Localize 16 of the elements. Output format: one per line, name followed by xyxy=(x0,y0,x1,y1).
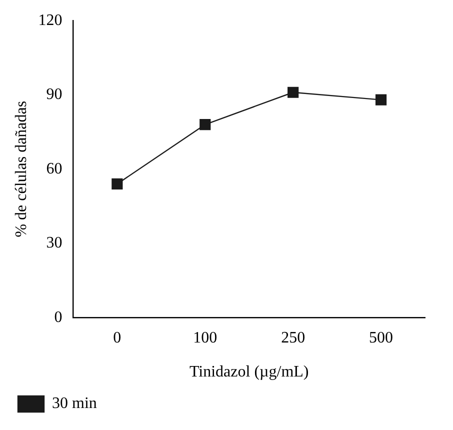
point xyxy=(288,86,299,98)
x-axis-title: Tinidazol (µg/mL) xyxy=(189,364,309,381)
y-axis-title: % de células dañadas xyxy=(12,100,30,238)
x-tick-label: 250 xyxy=(281,329,306,346)
x-tick-label: 0 xyxy=(113,329,122,346)
y-tick-label: 60 xyxy=(46,160,62,178)
y-tick-label: 90 xyxy=(46,86,62,104)
point xyxy=(375,94,387,106)
legend-label: 30 min xyxy=(52,395,97,412)
x-tick-label: 100 xyxy=(193,329,218,346)
point xyxy=(200,119,211,130)
point xyxy=(112,178,123,190)
y-tick-label: 30 xyxy=(46,234,62,252)
y-tick-label: 0 xyxy=(54,308,62,326)
x-tick-label: 500 xyxy=(369,329,394,346)
y-tick-label: 120 xyxy=(38,12,62,29)
